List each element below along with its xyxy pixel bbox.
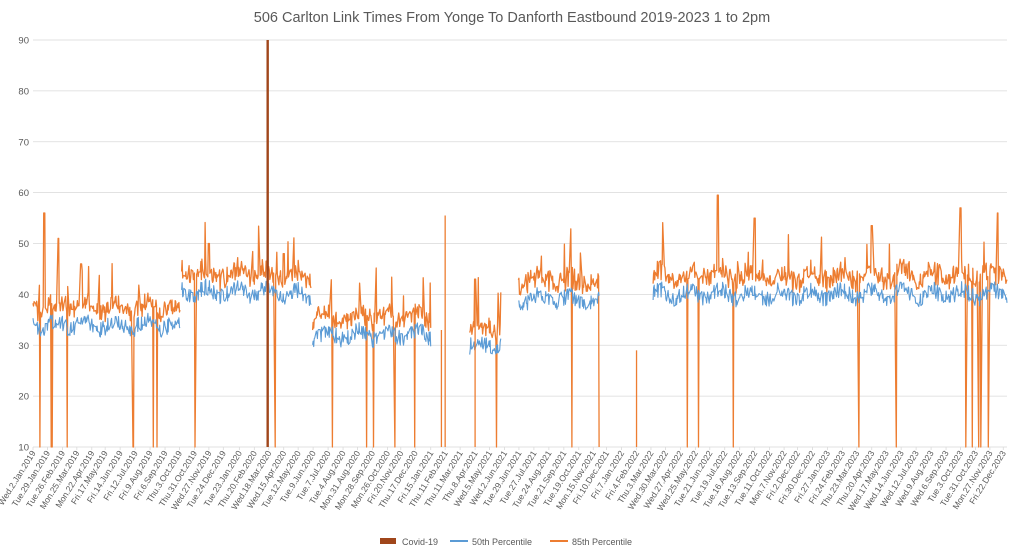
y-tick-label: 70: [18, 137, 29, 148]
series-85th-percentile-line: [311, 267, 432, 448]
series-85th-percentile-line: [32, 212, 181, 448]
y-tick-label: 50: [18, 239, 29, 250]
y-axis: 10 20 30 40 50 60 70 80 90: [18, 36, 29, 454]
y-tick-label: 80: [18, 86, 29, 97]
series-85th-percentile-line: [180, 221, 268, 448]
y-tick-label: 30: [18, 341, 29, 352]
legend-label: 50th Percentile: [472, 537, 532, 547]
chart-title: 506 Carlton Link Times From Yonge To Dan…: [254, 10, 770, 26]
series-50th-percentile-line: [267, 281, 312, 307]
series-50th-percentile-line: [32, 312, 181, 338]
series-50th-percentile-line: [518, 287, 600, 311]
series-50th-percentile-line: [312, 322, 432, 348]
legend-item: 85th Percentile: [550, 537, 632, 547]
y-tick-label: 20: [18, 392, 29, 403]
gridlines: [33, 39, 1007, 448]
series-50th-percentile-line: [181, 278, 269, 305]
legend-item: Covid-19: [380, 537, 438, 547]
series-85th-percentile-line: [517, 228, 600, 448]
series-85th-percentile-line: [652, 194, 1008, 448]
series-50th-percentile-line: [652, 281, 1008, 308]
y-tick-label: 90: [18, 36, 29, 47]
legend-label: 85th Percentile: [572, 537, 632, 547]
legend-swatch-bar: [380, 538, 396, 544]
y-tick-label: 40: [18, 290, 29, 301]
covid-19-bar: [266, 40, 269, 447]
plot-area: [32, 40, 1008, 448]
y-tick-label: 60: [18, 188, 29, 199]
series-85th-percentile-line: [267, 237, 312, 448]
x-axis: Wed.2.Jan.2019Tue.29.Jan.2019Tue.26.Feb.…: [0, 447, 1008, 513]
legend-label: Covid-19: [402, 537, 438, 547]
legend-item: 50th Percentile: [450, 537, 532, 547]
series-85th-percentile-line: [469, 276, 502, 448]
legend: Covid-19 50th Percentile 85th Percentile: [380, 537, 632, 547]
y-tick-label: 10: [18, 443, 29, 454]
